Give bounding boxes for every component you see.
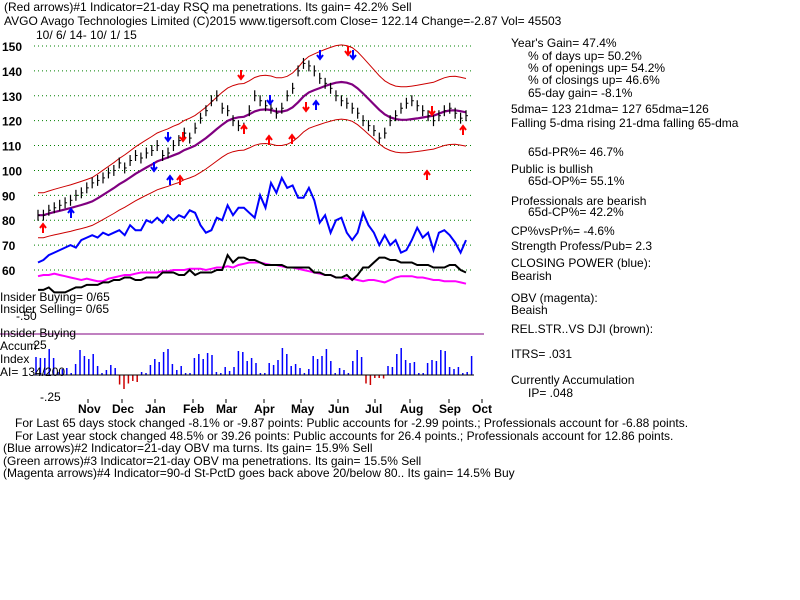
stat-line: % of closings up= 46.6% (528, 73, 660, 87)
price-bars (37, 57, 468, 221)
y-tick-label: 80 (2, 214, 16, 228)
stat-line: Currently Accumulation (511, 373, 635, 387)
month-label: Feb (183, 402, 204, 416)
signal-arrow (428, 106, 436, 117)
index-label: Index (0, 352, 30, 366)
signal-arrow (39, 222, 47, 233)
signal-arrow (349, 50, 357, 61)
stat-line: Strength Profess/Pub= 2.3 (511, 239, 653, 253)
accum-label: Accum (0, 339, 37, 353)
stat-line: ITRS= .031 (511, 347, 573, 361)
stat-line: 5dma= 123 21dma= 127 65dma=126 (511, 102, 709, 116)
signal-arrow (166, 174, 174, 185)
stat-line: 65-day gain= -8.1% (528, 86, 633, 100)
signal-arrow (150, 162, 158, 173)
insider-buying-label-2: Insider Buying (0, 326, 77, 340)
month-label: Mar (216, 402, 238, 416)
y-tick-label: 70 (2, 239, 16, 253)
month-label: May (291, 402, 315, 416)
stat-line: Beaish (511, 303, 548, 317)
indicator-lines (37, 175, 467, 294)
y-tick-label: 140 (2, 65, 22, 79)
signal-arrow (265, 134, 273, 145)
y-tick-label: 60 (2, 264, 16, 278)
upper-band (38, 44, 467, 194)
accumulation-index-bars (34, 348, 474, 389)
signal-arrow (344, 46, 352, 57)
month-label: Oct (472, 402, 492, 416)
ai-label: AI= 134/200 (0, 365, 66, 379)
signal-arrow (240, 123, 248, 134)
stat-line: REL.STR..VS DJI (brown): (511, 322, 654, 336)
stat-line: % of openings up= 54.2% (528, 61, 666, 75)
month-label: Jun (328, 402, 349, 416)
stat-line: CP%vsPr%= -4.6% (511, 224, 615, 238)
moving-average-bands (38, 44, 467, 239)
y-tick-label: 130 (2, 90, 22, 104)
header-quote-line: AVGO Avago Technologies Limited (C)2015 … (4, 14, 562, 28)
stat-line: 65d-CP%= 42.2% (528, 205, 624, 219)
signal-arrows (39, 46, 467, 233)
month-label: Dec (112, 402, 134, 416)
header-indicator-line: (Red arrows)#1 Indicator=21-day RSQ ma p… (4, 0, 412, 14)
signal-arrow (423, 169, 431, 180)
y-tick-label: 100 (2, 164, 22, 178)
month-label: Jan (145, 402, 166, 416)
signal-arrow (237, 70, 245, 81)
footer-line: (Magenta arrows)#4 Indicator=90-d St-Pct… (3, 466, 515, 480)
stat-line: Year's Gain= 47.4% (511, 36, 617, 50)
stat-line: OBV (magenta): (511, 291, 598, 305)
y-tick-label: 150 (2, 40, 22, 54)
series-line (37, 175, 467, 264)
footer-line: For Last year stock changed 48.5% or 39.… (15, 429, 674, 443)
series-line (38, 252, 467, 294)
stat-line: CLOSING POWER (blue): (511, 256, 652, 270)
series-line (37, 261, 467, 285)
stat-line: 65d-PR%= 46.7% (528, 145, 624, 159)
signal-arrow (179, 132, 187, 143)
month-label: Sep (439, 402, 461, 416)
minus-25-label: -.25 (40, 390, 61, 404)
month-label: Apr (254, 402, 275, 416)
price-axis: 150 140 130 120 110 100 90 80 70 60 (2, 40, 22, 278)
plus-25-label: .25 (30, 338, 47, 352)
stat-line: % of days up= 50.2% (528, 49, 642, 63)
footer-line: For Last 65 days stock changed -8.1% or … (15, 416, 689, 430)
month-label: Jul (365, 402, 382, 416)
footer-line: (Green arrows)#3 Indicator=21-day OBV ma… (3, 454, 422, 468)
lower-band (38, 118, 467, 239)
signal-arrow (266, 95, 274, 106)
stat-line: Professionals are bearish (511, 194, 647, 208)
stat-line: Falling 5-dma rising 21-dma falling 65-d… (511, 116, 739, 130)
month-axis: Nov Dec Jan Feb Mar Apr May Jun Jul Aug Sep Oct (78, 399, 492, 416)
signal-arrow (312, 99, 320, 110)
signal-arrow (459, 124, 467, 135)
signal-arrow (67, 207, 75, 218)
stat-line: 65d-OP%= 55.1% (528, 174, 625, 188)
signal-arrow (176, 174, 184, 185)
stat-line: Bearish (511, 269, 552, 283)
stat-line: Public is bullish (511, 162, 594, 176)
signal-arrow (164, 132, 172, 143)
y-tick-label: 110 (2, 140, 22, 154)
date-range: 10/ 6/ 14- 10/ 1/ 15 (36, 28, 137, 42)
y-tick-label: 120 (2, 115, 22, 129)
minus-50-label: -.50 (16, 309, 37, 323)
month-label: Aug (400, 402, 423, 416)
y-tick-label: 90 (2, 189, 16, 203)
month-label: Nov (78, 402, 101, 416)
moving-average-65 (38, 80, 467, 217)
insider-selling-label: Insider Selling= 0/65 (0, 302, 110, 316)
insider-buying-label: Insider Buying= 0/65 (0, 290, 110, 304)
signal-arrow (316, 50, 324, 61)
signal-arrow (302, 102, 310, 113)
signal-arrow (288, 133, 296, 144)
stat-line: IP= .048 (528, 386, 574, 400)
footer-line: (Blue arrows)#2 Indicator=21-day OBV ma … (3, 441, 373, 455)
